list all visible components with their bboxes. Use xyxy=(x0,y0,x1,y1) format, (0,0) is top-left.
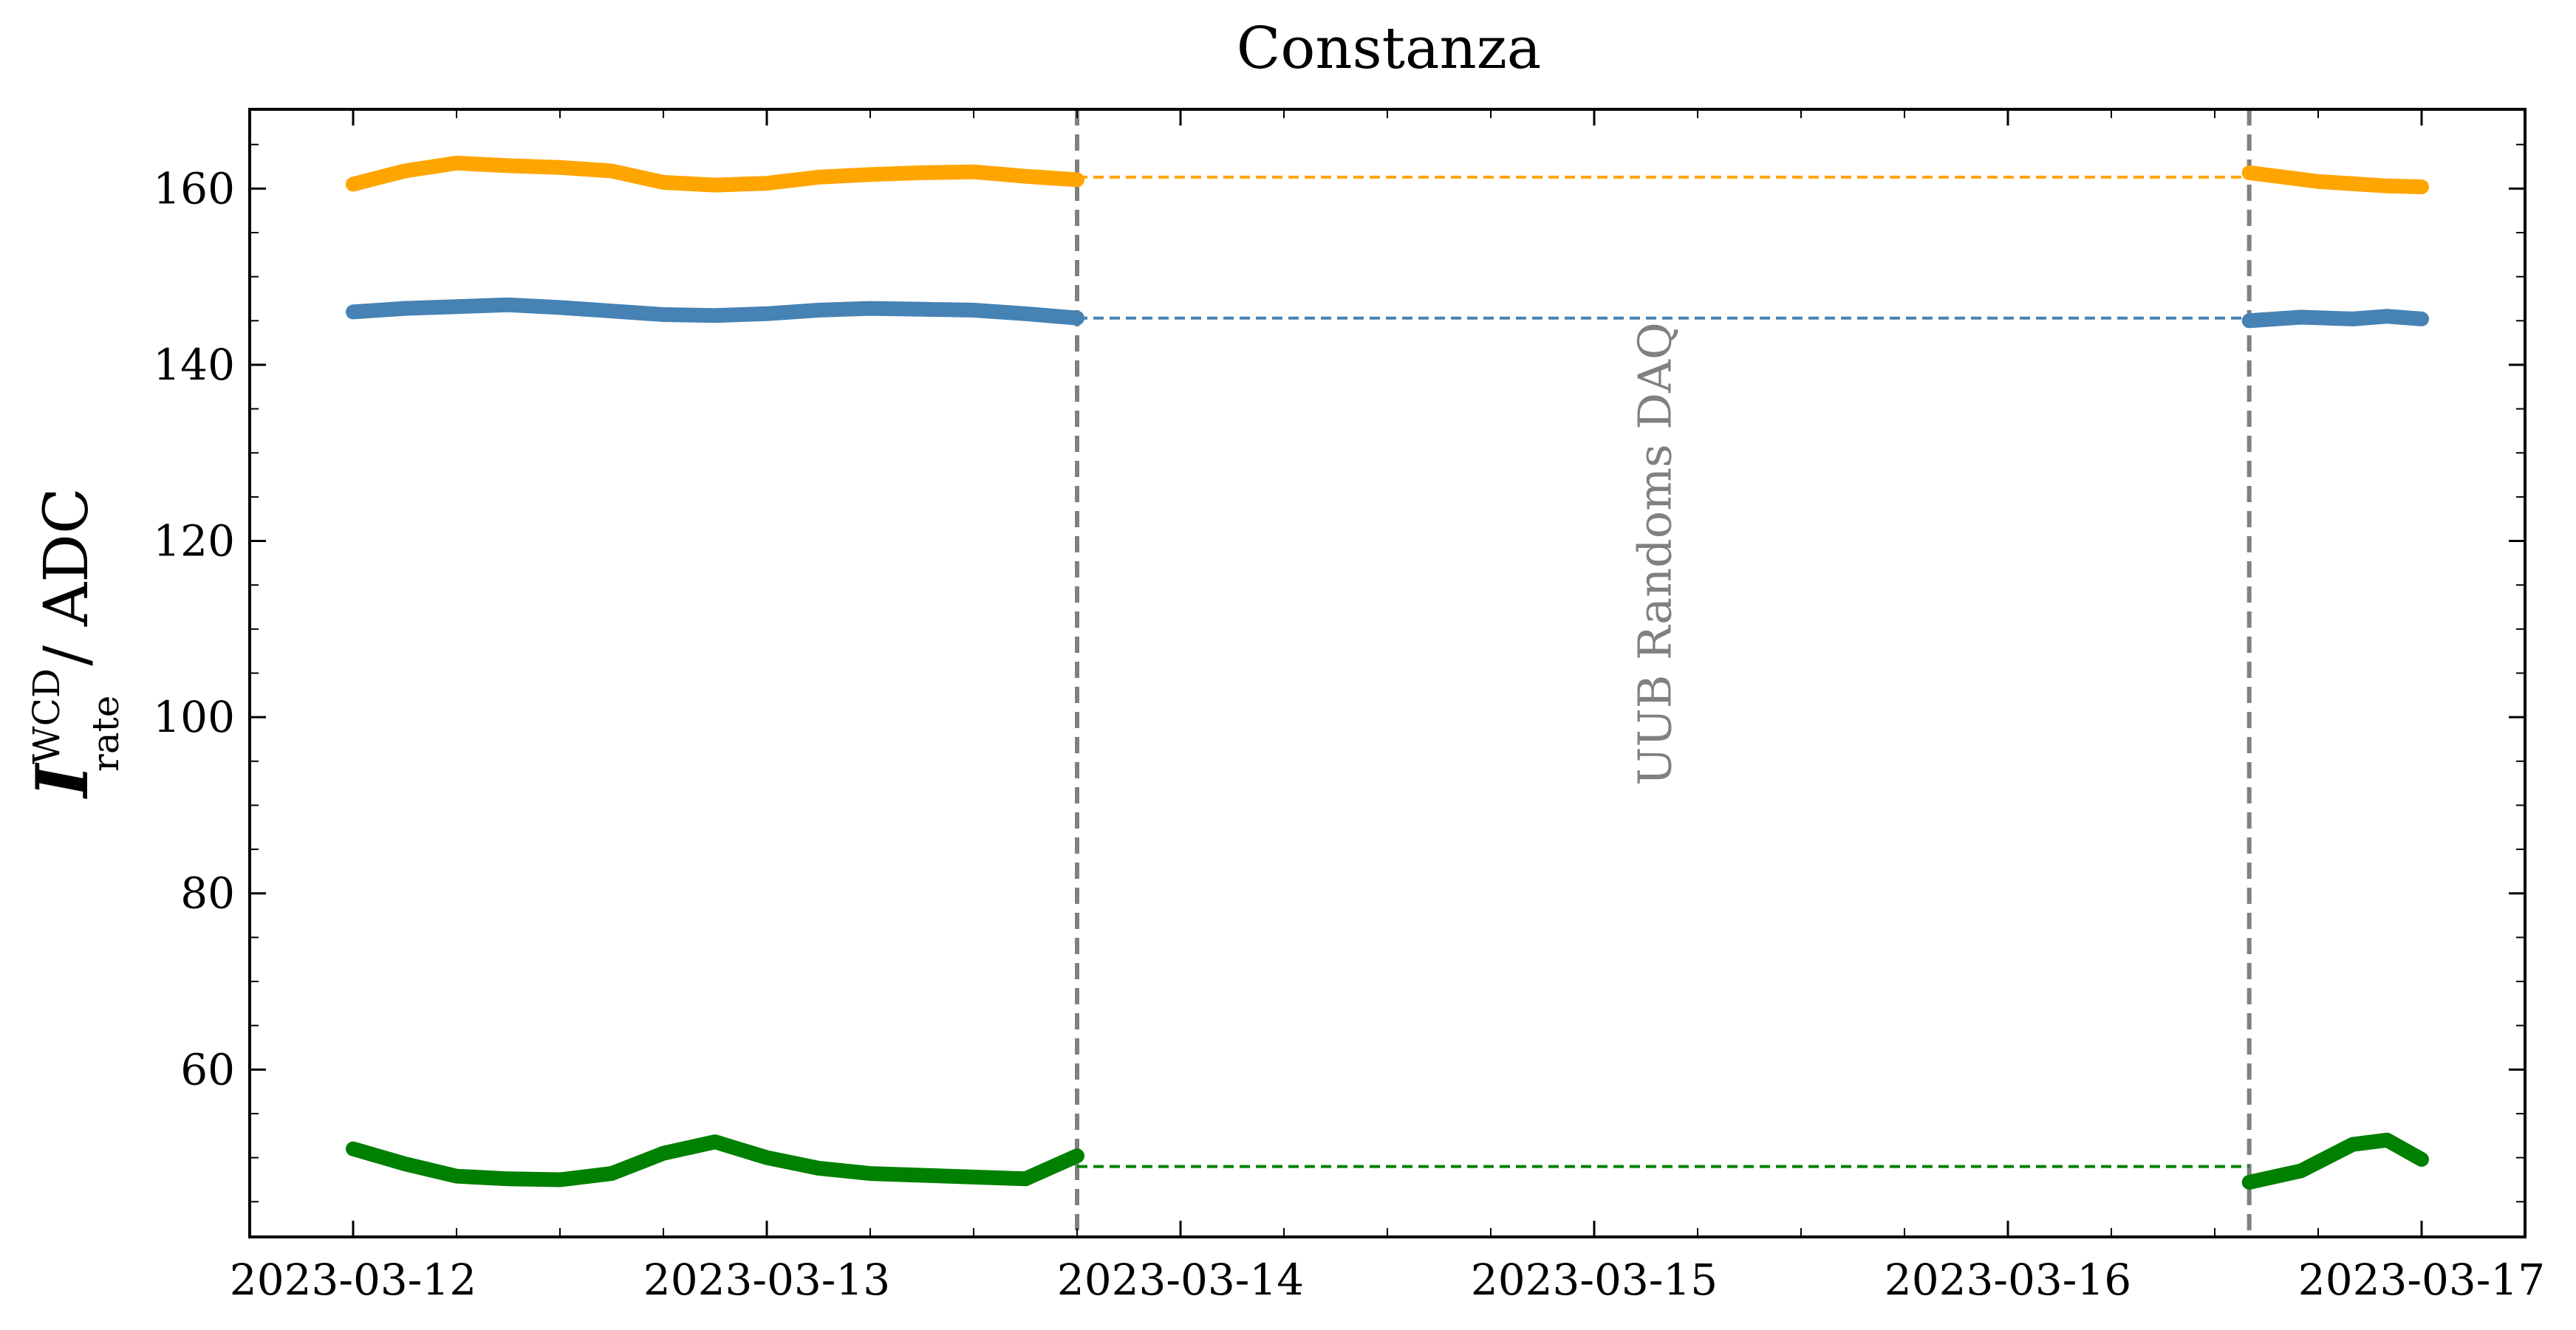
y-axis-label-superscript: WCD xyxy=(25,668,68,764)
series-0-segment-0 xyxy=(346,155,1084,193)
x-tick-label: 2023-03-12 xyxy=(230,1255,476,1305)
y-axis-label-unit: / ADC xyxy=(32,487,102,665)
plot-frame xyxy=(248,108,2527,1238)
gap-annotation-label: UUB Randoms DAQ xyxy=(1627,322,1681,785)
y-tick-label: 120 xyxy=(153,516,235,566)
y-tick-label: 100 xyxy=(153,692,235,742)
series-1 xyxy=(346,297,2429,329)
x-tick-label: 2023-03-17 xyxy=(2298,1255,2545,1305)
series-1-segment-0 xyxy=(346,297,1084,326)
series-0 xyxy=(346,155,2429,194)
series-1-segment-1 xyxy=(2241,309,2429,329)
y-tick-label: 60 xyxy=(180,1044,235,1094)
gap-layer xyxy=(1075,109,2252,1237)
chart-title: Constanza xyxy=(1237,16,1542,82)
series-2 xyxy=(346,1132,2429,1190)
y-tick-label: 140 xyxy=(153,340,235,390)
x-tick-label: 2023-03-13 xyxy=(643,1255,890,1305)
y-tick-label: 160 xyxy=(153,163,235,213)
y-axis-label: IWCD rate / ADC xyxy=(21,487,127,799)
x-tick-label: 2023-03-16 xyxy=(1885,1255,2131,1305)
series-2-segment-0 xyxy=(346,1134,1084,1187)
x-tick-label: 2023-03-15 xyxy=(1471,1255,1718,1305)
x-tick-label: 2023-03-14 xyxy=(1057,1255,1304,1305)
y-axis-label-symbol: I xyxy=(21,762,104,800)
series-2-segment-1 xyxy=(2241,1132,2429,1190)
y-axis-label-subscript: rate xyxy=(84,696,127,772)
y-tick-label: 80 xyxy=(180,868,235,919)
ticks-layer: 60 80 100 120 140 160 2023-03-12 2023-03-13 2023… xyxy=(153,109,2545,1305)
series-layer xyxy=(346,155,2429,1190)
series-0-segment-1 xyxy=(2241,165,2429,194)
